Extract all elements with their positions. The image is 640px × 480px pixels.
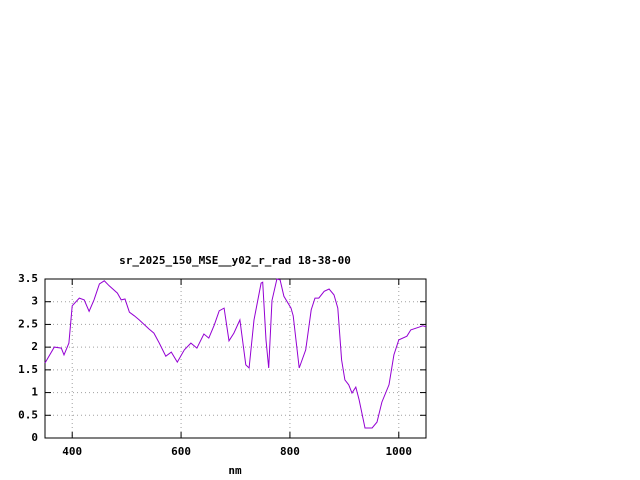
x-tick-label: 800: [280, 445, 300, 458]
plot-border: [44, 278, 427, 439]
y-tick-label: 0.5: [18, 408, 38, 421]
y-tick-label: 2.5: [18, 317, 38, 330]
x-axis-label: nm: [228, 464, 242, 477]
x-tick-label: 600: [171, 445, 191, 458]
y-tick-label: 3.5: [18, 272, 38, 285]
data-line: [44, 278, 427, 429]
y-tick-label: 1: [31, 386, 38, 399]
y-tick-label: 1.5: [18, 363, 38, 376]
x-tick-label: 400: [62, 445, 82, 458]
y-tick-label: 0: [31, 431, 38, 444]
x-tick-label: 1000: [386, 445, 413, 458]
y-tick-label: 3: [31, 295, 38, 308]
y-tick-label: 2: [31, 340, 38, 353]
chart-title: sr_2025_150_MSE__y02_r_rad 18-38-00: [119, 254, 351, 267]
